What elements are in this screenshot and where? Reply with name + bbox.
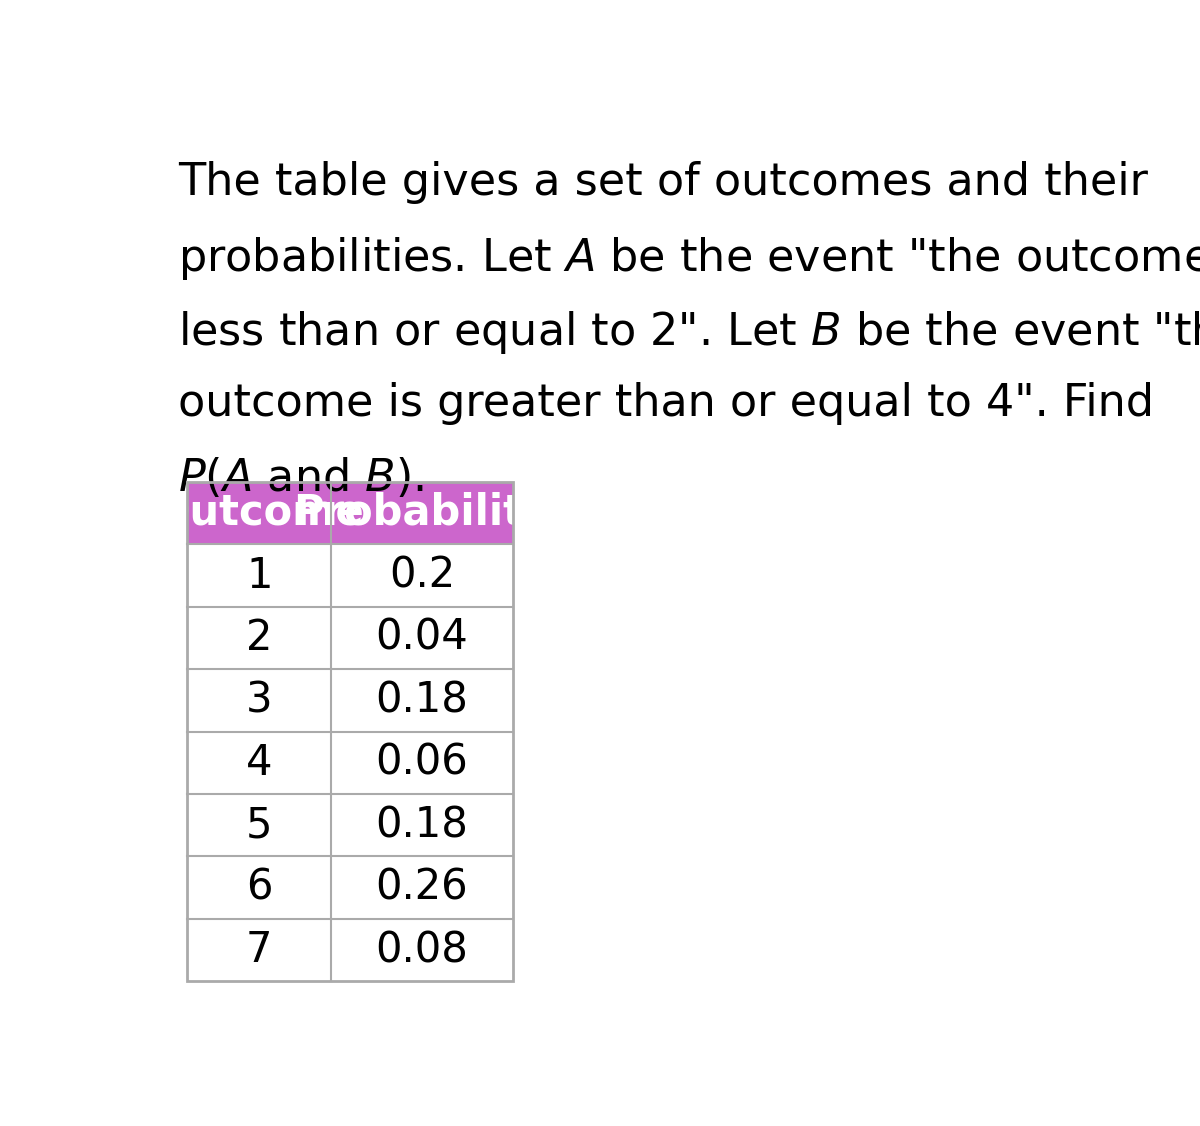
FancyBboxPatch shape: [187, 919, 331, 982]
FancyBboxPatch shape: [187, 482, 331, 544]
Text: 5: 5: [246, 804, 272, 847]
Text: outcome is greater than or equal to 4". Find: outcome is greater than or equal to 4". …: [178, 382, 1154, 426]
FancyBboxPatch shape: [331, 669, 512, 732]
Text: 0.18: 0.18: [376, 804, 468, 847]
FancyBboxPatch shape: [187, 669, 331, 732]
Text: 3: 3: [246, 679, 272, 722]
Text: less than or equal to 2". Let $\it{B}$ be the event "the: less than or equal to 2". Let $\it{B}$ b…: [178, 309, 1200, 356]
Text: Probability: Probability: [294, 492, 551, 534]
Text: 0.04: 0.04: [376, 617, 468, 659]
FancyBboxPatch shape: [187, 857, 331, 919]
Text: 0.08: 0.08: [376, 929, 468, 971]
FancyBboxPatch shape: [331, 544, 512, 607]
Text: 7: 7: [246, 929, 272, 971]
Text: 0.06: 0.06: [376, 742, 468, 784]
FancyBboxPatch shape: [187, 544, 331, 607]
FancyBboxPatch shape: [331, 919, 512, 982]
Text: 1: 1: [246, 555, 272, 597]
FancyBboxPatch shape: [331, 794, 512, 857]
Text: 2: 2: [246, 617, 272, 659]
Text: The table gives a set of outcomes and their: The table gives a set of outcomes and th…: [178, 161, 1148, 204]
FancyBboxPatch shape: [331, 607, 512, 669]
Text: $\it{P}$($\it{A}$ and $\it{B}$).: $\it{P}$($\it{A}$ and $\it{B}$).: [178, 456, 424, 500]
FancyBboxPatch shape: [331, 732, 512, 794]
Text: 0.26: 0.26: [376, 867, 468, 909]
Text: probabilities. Let $\it{A}$ be the event "the outcome is: probabilities. Let $\it{A}$ be the event…: [178, 235, 1200, 282]
Text: 0.18: 0.18: [376, 679, 468, 722]
Text: 0.2: 0.2: [389, 555, 455, 597]
FancyBboxPatch shape: [187, 607, 331, 669]
Text: 6: 6: [246, 867, 272, 909]
FancyBboxPatch shape: [187, 794, 331, 857]
FancyBboxPatch shape: [331, 857, 512, 919]
FancyBboxPatch shape: [187, 732, 331, 794]
Text: Outcome: Outcome: [155, 492, 364, 534]
FancyBboxPatch shape: [331, 482, 512, 544]
Text: 4: 4: [246, 742, 272, 784]
